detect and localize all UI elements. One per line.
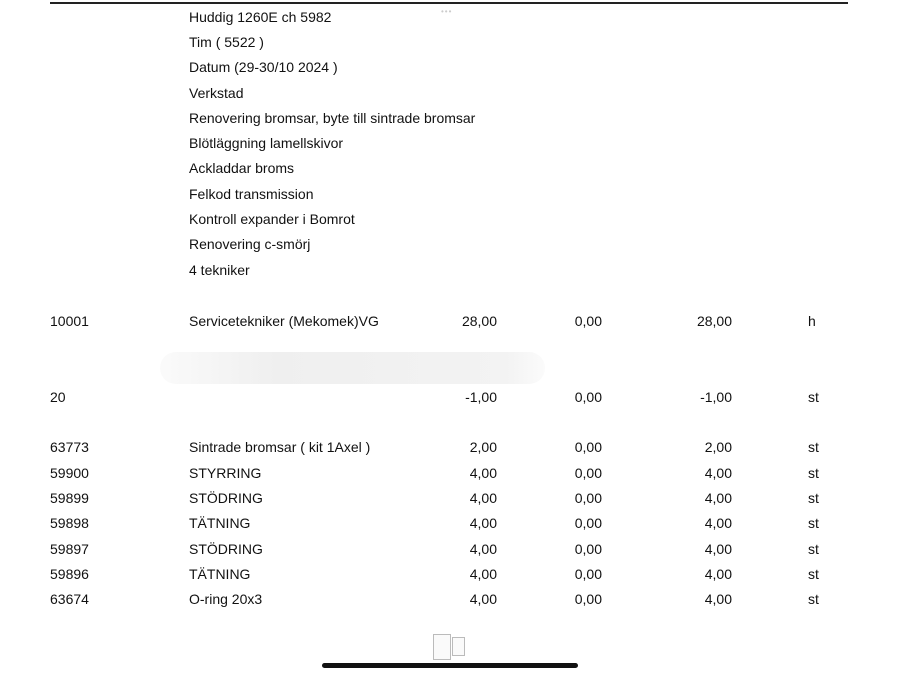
item-unit: st (808, 515, 819, 531)
item-code: 20 (50, 389, 66, 405)
item-quantity: 4,00 (469, 465, 497, 481)
item-total: 4,00 (704, 591, 732, 607)
item-quantity: 4,00 (469, 490, 497, 506)
item-description: TÄTNING (189, 566, 251, 582)
item-code: 59898 (50, 515, 89, 531)
item-unit: st (808, 490, 819, 506)
item-total: -1,00 (700, 389, 732, 405)
item-price: 0,00 (574, 465, 602, 481)
item-total: 4,00 (704, 515, 732, 531)
item-code: 10001 (50, 313, 89, 329)
item-total: 4,00 (704, 541, 732, 557)
header-line: Renovering c-smörj (189, 236, 311, 252)
item-code: 59896 (50, 566, 89, 582)
item-total: 2,00 (704, 439, 732, 455)
item-code: 59900 (50, 465, 89, 481)
item-total: 4,00 (704, 465, 732, 481)
header-line: Ackladdar broms (189, 160, 295, 176)
item-quantity: 2,00 (469, 439, 497, 455)
item-quantity: -1,00 (465, 389, 497, 405)
header-line: Tim ( 5522 ) (189, 34, 264, 50)
item-price: 0,00 (574, 313, 602, 329)
header-line: Datum (29-30/10 2024 ) (189, 59, 338, 75)
home-indicator[interactable] (322, 663, 578, 668)
header-line: Renovering bromsar, byte till sintrade b… (189, 110, 476, 126)
item-price: 0,00 (574, 541, 602, 557)
item-description: STÖDRING (189, 490, 263, 506)
item-total: 4,00 (704, 566, 732, 582)
item-description: TÄTNING (189, 515, 251, 531)
item-price: 0,00 (574, 515, 602, 531)
item-quantity: 4,00 (469, 566, 497, 582)
header-line: Huddig 1260E ch 5982 (189, 9, 332, 25)
item-code: 59897 (50, 541, 89, 557)
item-unit: st (808, 591, 819, 607)
table-row: 59899 STÖDRING 4,00 0,00 4,00 st (0, 489, 900, 507)
item-unit: st (808, 439, 819, 455)
table-row: 59897 STÖDRING 4,00 0,00 4,00 st (0, 540, 900, 558)
item-price: 0,00 (574, 439, 602, 455)
item-description: O-ring 20x3 (189, 591, 263, 607)
table-row: 10001 Servicetekniker (Mekomek)VG 28,00 0,0… (0, 312, 900, 330)
item-unit: st (808, 389, 819, 405)
item-description: STYRRING (189, 465, 262, 481)
table-row: 59896 TÄTNING 4,00 0,00 4,00 st (0, 565, 900, 583)
table-row: 20 -1,00 0,00 -1,00 st (0, 388, 900, 406)
item-total: 4,00 (704, 490, 732, 506)
header-line: Blötläggning lamellskivor (189, 135, 344, 151)
item-price: 0,00 (574, 490, 602, 506)
header-line: Verkstad (189, 85, 244, 101)
item-unit: st (808, 541, 819, 557)
item-code: 63674 (50, 591, 89, 607)
header-line: Felkod transmission (189, 186, 314, 202)
item-quantity: 4,00 (469, 515, 497, 531)
drag-handle-icon[interactable]: ••• (441, 7, 453, 16)
table-row: 59898 TÄTNING 4,00 0,00 4,00 st (0, 514, 900, 532)
item-price: 0,00 (574, 389, 602, 405)
item-code: 59899 (50, 490, 89, 506)
item-price: 0,00 (574, 566, 602, 582)
page-thumbnail[interactable] (433, 634, 451, 660)
item-code: 63773 (50, 439, 89, 455)
header-line: 4 tekniker (189, 262, 250, 278)
item-price: 0,00 (574, 591, 602, 607)
redaction-mark (160, 352, 545, 384)
item-unit: st (808, 566, 819, 582)
table-row: 63674 O-ring 20x3 4,00 0,00 4,00 st (0, 590, 900, 608)
page-thumbnail[interactable] (452, 637, 465, 656)
item-unit: st (808, 465, 819, 481)
table-row: 59900 STYRRING 4,00 0,00 4,00 st (0, 464, 900, 482)
item-quantity: 4,00 (469, 541, 497, 557)
item-total: 28,00 (696, 313, 732, 329)
item-quantity: 28,00 (461, 313, 497, 329)
table-row: 63773 Sintrade bromsar ( kit 1Axel ) 2,00 0… (0, 438, 900, 456)
item-description: STÖDRING (189, 541, 263, 557)
item-unit: h (808, 313, 816, 329)
top-divider (50, 2, 848, 4)
item-quantity: 4,00 (469, 591, 497, 607)
header-line: Kontroll expander i Bomrot (189, 211, 355, 227)
item-description: Sintrade bromsar ( kit 1Axel ) (189, 439, 371, 455)
item-description: Servicetekniker (Mekomek)VG (189, 313, 379, 329)
